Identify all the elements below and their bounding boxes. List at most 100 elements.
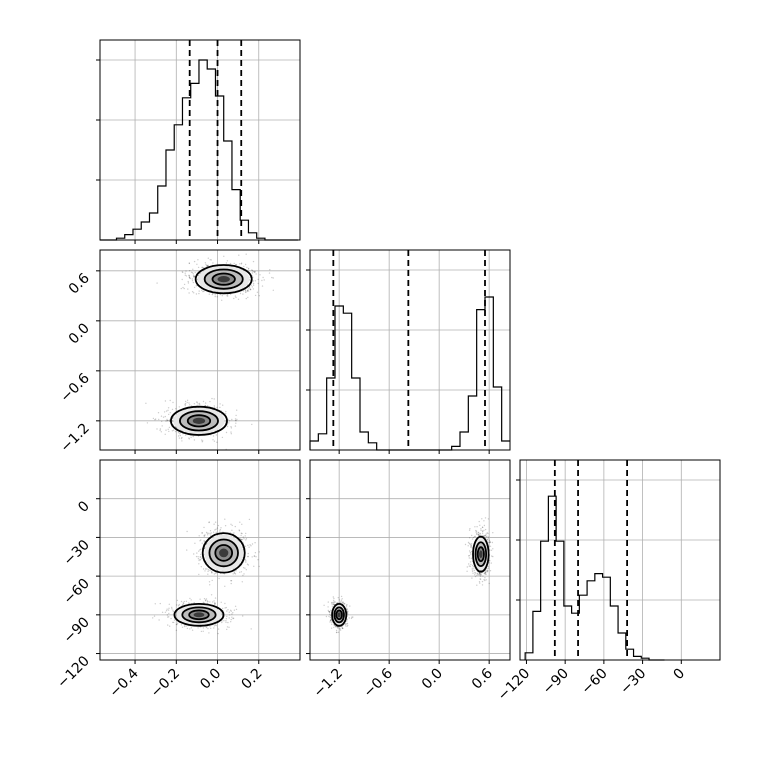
sample-point	[490, 562, 492, 564]
sample-point	[219, 406, 221, 409]
sample-point	[167, 428, 169, 430]
sample-point	[195, 293, 198, 295]
sample-point	[185, 600, 188, 602]
sample-point	[479, 582, 481, 584]
density-fill	[337, 612, 341, 618]
sample-point	[236, 418, 238, 421]
sample-point	[468, 555, 470, 557]
sample-point	[216, 441, 218, 443]
sample-point	[206, 532, 209, 534]
x-tick-label: 0	[670, 666, 688, 684]
sample-point	[479, 574, 481, 576]
sample-point	[330, 620, 332, 622]
panel-frame	[309, 459, 511, 661]
sample-point	[205, 531, 208, 534]
sample-point	[169, 412, 171, 414]
sample-point	[153, 615, 156, 617]
sample-point	[201, 558, 203, 560]
sample-point	[224, 525, 227, 527]
sample-point	[233, 532, 235, 534]
sample-point	[214, 624, 217, 626]
sample-point	[263, 279, 265, 281]
sample-point	[152, 417, 155, 420]
sample-point	[242, 293, 244, 295]
sample-point	[479, 532, 481, 535]
sample-point	[199, 559, 202, 561]
sample-point	[475, 533, 478, 535]
sample-point	[341, 627, 344, 630]
sample-point	[213, 600, 215, 602]
sample-point	[256, 291, 259, 293]
sample-point	[220, 601, 222, 603]
sample-point	[239, 263, 241, 265]
sample-point	[250, 284, 252, 286]
sample-point	[192, 273, 195, 275]
sample-point	[253, 271, 256, 273]
x-tick-label: −60	[578, 666, 610, 698]
sample-point	[475, 529, 477, 532]
histogram-2	[524, 495, 665, 661]
sample-point	[340, 601, 342, 603]
sample-point	[229, 531, 231, 534]
sample-point	[484, 517, 487, 519]
sample-point	[187, 282, 190, 284]
sample-point	[252, 288, 255, 290]
sample-point	[225, 621, 227, 623]
sample-point	[162, 416, 165, 418]
sample-point	[333, 626, 335, 629]
sample-point	[247, 555, 249, 558]
sample-point	[479, 575, 482, 577]
sample-point	[209, 584, 211, 586]
sample-point	[188, 276, 191, 278]
sample-point	[207, 570, 209, 572]
sample-point	[470, 550, 473, 553]
contour-line	[472, 535, 490, 573]
sample-point	[229, 609, 232, 611]
sample-point	[183, 600, 185, 603]
sample-point	[205, 263, 207, 266]
sample-point	[247, 289, 249, 292]
sample-point	[196, 401, 198, 403]
sample-point	[230, 621, 232, 623]
sample-point	[233, 572, 236, 574]
sample-point	[470, 563, 472, 566]
sample-point	[239, 571, 241, 573]
sample-point	[245, 253, 247, 255]
sample-point	[203, 534, 205, 537]
sample-point	[203, 290, 205, 292]
sample-point	[182, 602, 185, 605]
sample-point	[479, 533, 481, 535]
sample-point	[245, 297, 247, 300]
sample-point	[252, 284, 255, 286]
sample-point	[244, 567, 246, 569]
sample-point	[472, 572, 474, 574]
sample-point	[344, 603, 346, 605]
contour-line	[181, 606, 217, 624]
sample-point	[482, 526, 484, 529]
sample-point	[251, 556, 253, 558]
sample-point	[481, 584, 484, 586]
sample-point	[173, 619, 176, 621]
sample-point	[485, 573, 487, 576]
sample-point	[199, 598, 201, 600]
sample-point	[240, 263, 242, 265]
sample-point	[166, 419, 169, 422]
sample-point	[469, 551, 472, 554]
sample-point	[333, 603, 335, 606]
sample-point	[226, 615, 228, 618]
sample-point	[218, 577, 220, 580]
sample-point	[243, 265, 245, 268]
sample-point	[464, 543, 467, 546]
sample-point	[468, 550, 471, 552]
sample-point	[247, 564, 249, 566]
sample-point	[335, 626, 337, 628]
sample-point	[207, 600, 209, 603]
sample-point	[243, 573, 245, 575]
sample-point	[477, 531, 480, 534]
sample-point	[333, 624, 335, 626]
sample-point	[346, 620, 348, 622]
sample-point	[192, 281, 195, 284]
sample-point	[198, 559, 200, 562]
sample-point	[226, 628, 228, 631]
sample-point	[471, 577, 473, 579]
